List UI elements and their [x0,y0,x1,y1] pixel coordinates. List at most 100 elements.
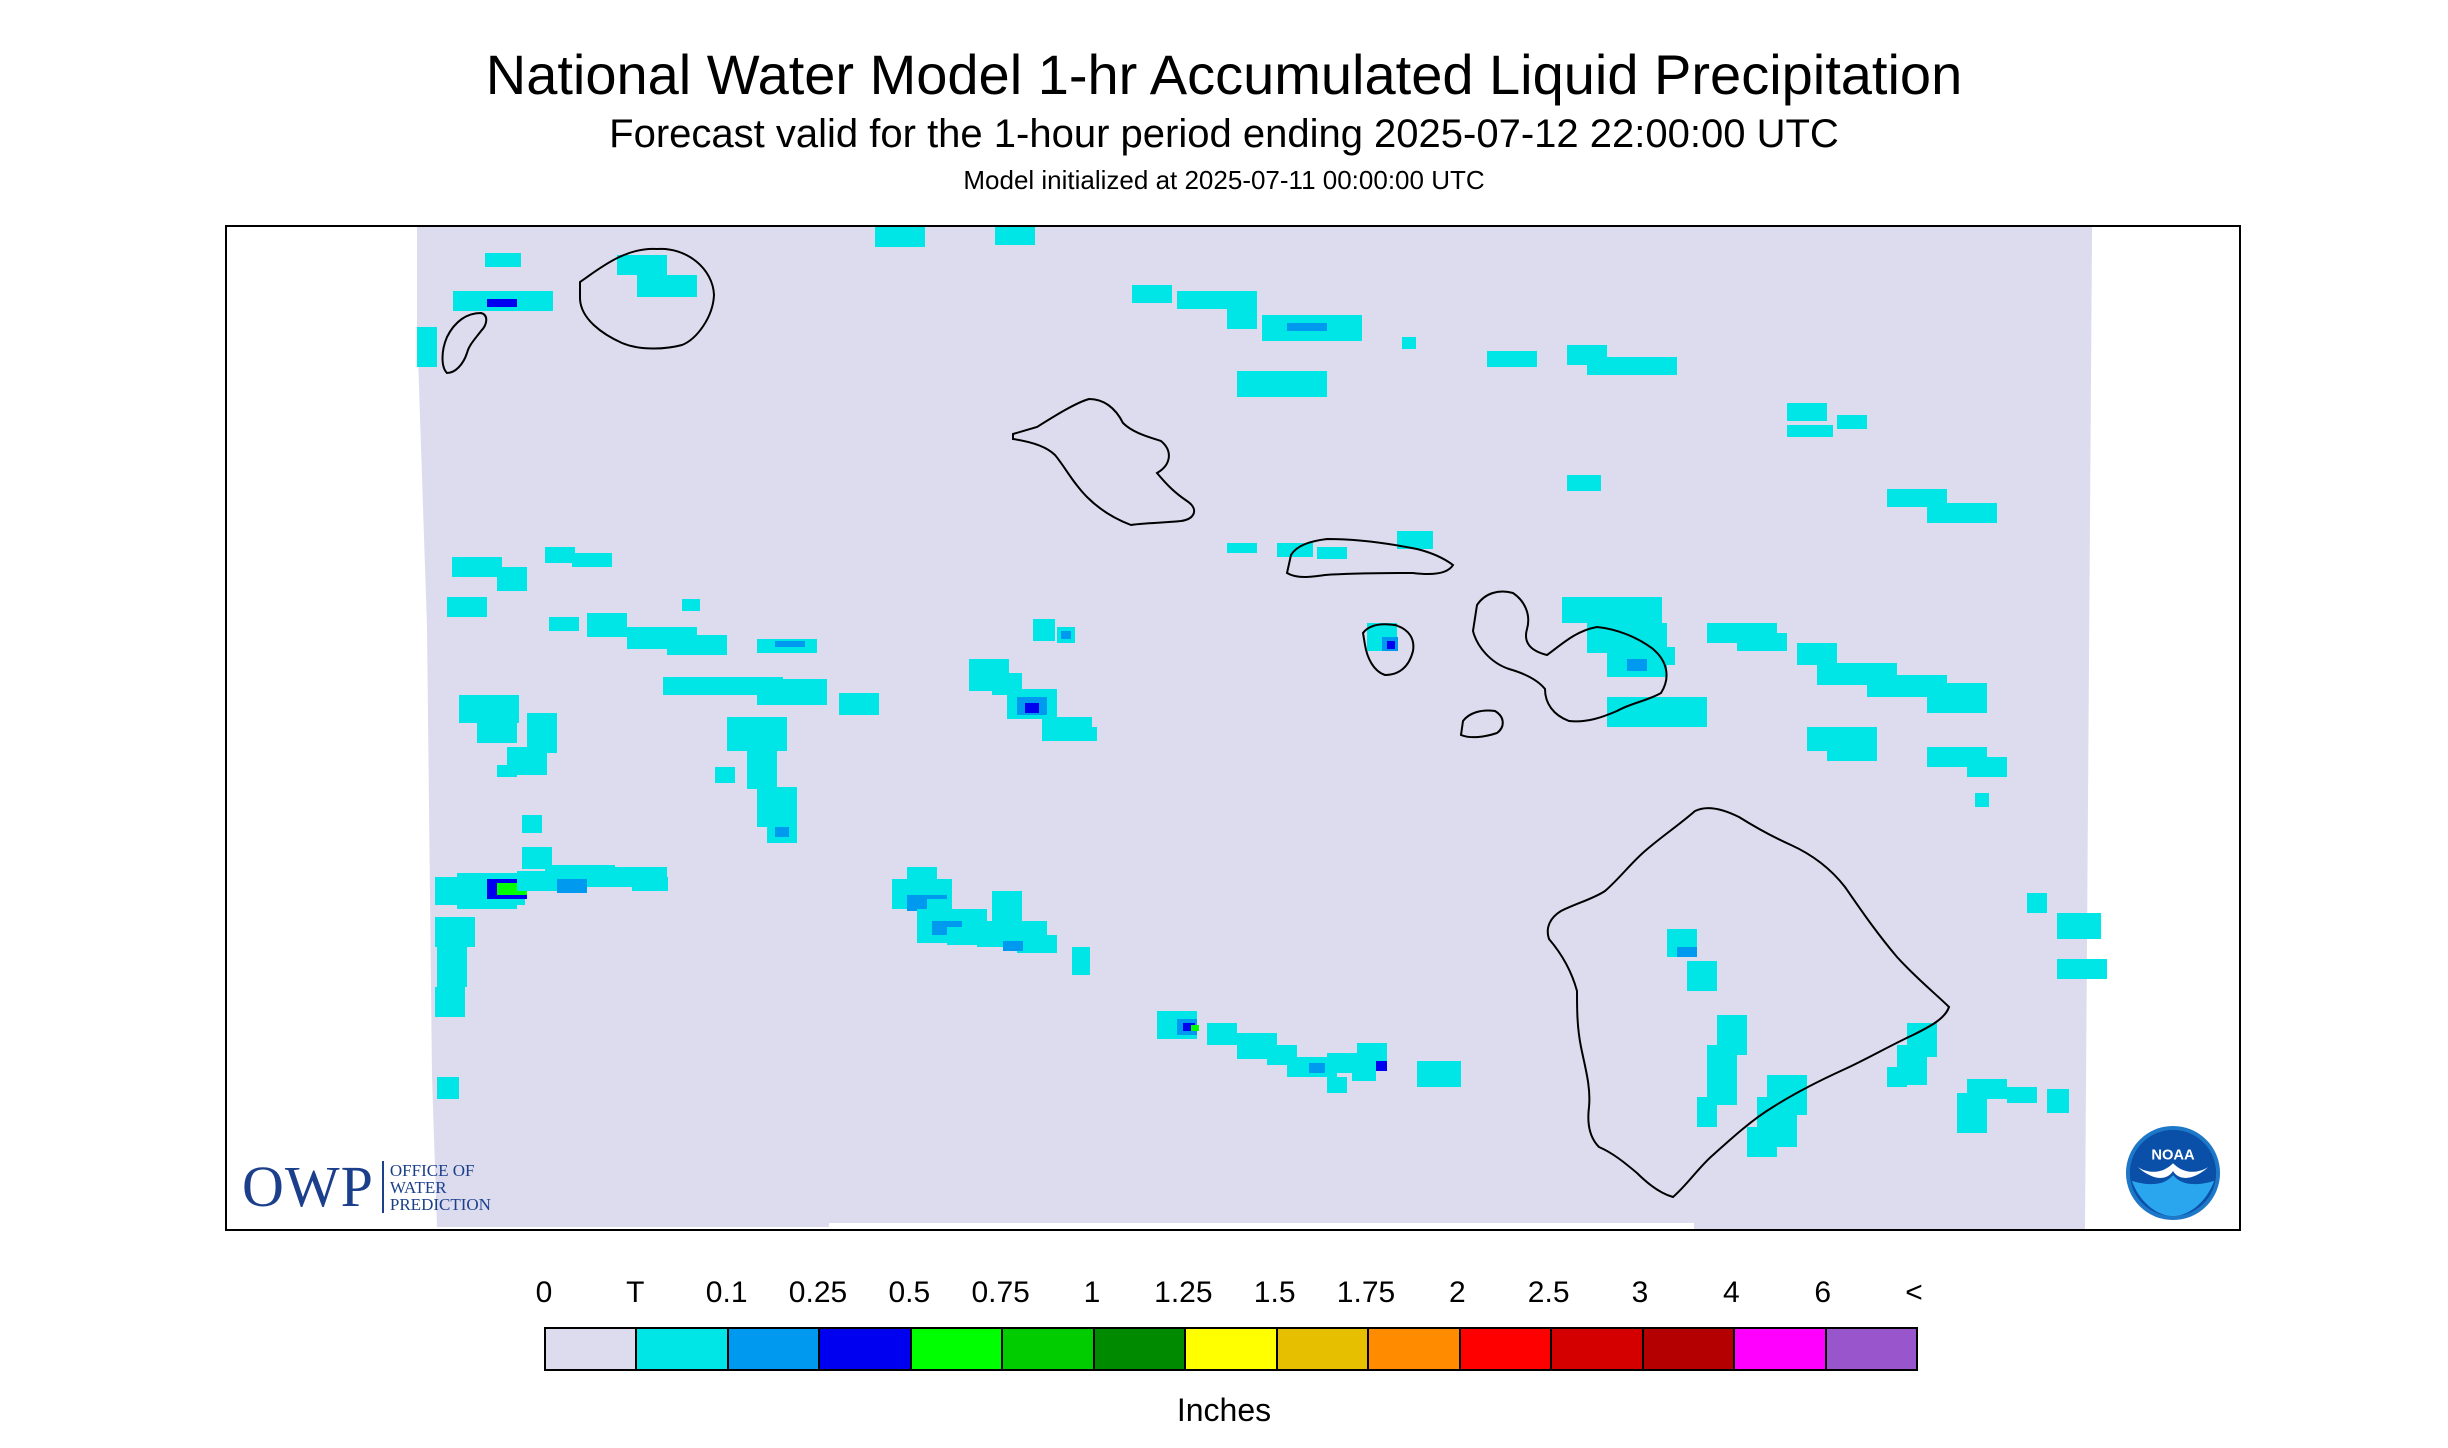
precip-cell [875,227,925,247]
precip-cell [1747,1127,1777,1157]
legend-tick-label: 2.5 [1527,1276,1570,1309]
owp-logo-divider [381,1161,384,1213]
precip-cell [637,275,697,297]
precip-cell [487,299,517,307]
owp-line-3: PREDICTION [389,1194,491,1214]
legend-swatch [820,1329,912,1369]
coastline-kahoolawe [1459,709,1504,739]
precip-cell [757,679,827,705]
precip-cell [1677,947,1697,957]
precip-cell [545,547,575,563]
precip-cell [715,767,735,783]
precip-cell [477,715,517,743]
legend-tick-label: 0.1 [705,1276,748,1309]
coastline-lanai [1361,623,1415,677]
precip-cell [1627,659,1647,671]
precip-cell [1697,1097,1717,1127]
precipitation-cells [417,227,2107,1157]
precip-cell [632,877,668,891]
legend-swatch [1460,1329,1553,1369]
legend-tick-label: < [1905,1276,1923,1309]
model-coverage-area [417,227,2092,1229]
precip-cell [1975,793,1989,807]
precip-cell [663,677,783,695]
coastline-maui [1471,590,1668,723]
legend-tick-label: 1.75 [1336,1276,1396,1309]
legend-swatch [1826,1329,1917,1369]
legend-tick-label: 3 [1631,1276,1649,1309]
precip-cell [1003,941,1023,951]
precip-cell [485,253,521,267]
precip-cell [667,635,727,655]
precip-cell [1387,641,1395,649]
precip-cell [417,327,437,367]
coastline-niihau [441,311,488,375]
map-title: National Water Model 1-hr Accumulated Li… [485,43,1963,106]
precip-cell [549,617,579,631]
precip-cell [1487,351,1537,367]
legend-swatch [1735,1329,1827,1369]
precip-cell [1072,947,1090,975]
precip-cell [587,613,627,637]
precip-cell [992,891,1022,921]
legend-swatch [728,1329,821,1369]
precip-cell [1237,371,1327,397]
legend-swatch [1369,1329,1461,1369]
precip-cell [1887,1067,1907,1087]
precip-cell [1957,1093,1987,1133]
precip-cell [1827,741,1877,761]
map-canvas [417,227,2107,1229]
forecast-valid-subtitle: Forecast valid for the 1-hour period end… [609,112,1839,156]
precipitation-legend-colorbar [544,1327,1918,1371]
legend-tick-label: 6 [1814,1276,1831,1309]
legend-swatch [1003,1329,1095,1369]
precip-cell [1567,475,1601,491]
precip-cell [1797,643,1837,665]
precip-cell [1787,425,1833,437]
precip-cell [1647,647,1675,665]
precip-cell [437,1077,459,1099]
precip-cell [1887,489,1947,507]
precip-cell [1207,1023,1237,1045]
precip-cell [617,255,667,275]
precip-cell [1025,703,1039,713]
precip-cell [839,693,879,715]
precip-cell [437,947,467,987]
precip-cell [1607,697,1707,727]
legend-tick-label: 1 [1083,1276,1101,1309]
precip-cell [2057,959,2107,979]
noaa-seagull-icon: NOAA [2125,1125,2221,1221]
legend-swatch [546,1329,638,1369]
precip-cell [682,599,700,611]
legend-tick-label: 1.5 [1253,1276,1296,1309]
precip-cell [452,557,502,577]
coastline-oahu [1012,397,1196,527]
precip-cell [435,917,475,947]
precip-cell [1707,1045,1737,1105]
legend-tick-label: 0 [535,1276,553,1309]
precip-cell [1787,403,1827,421]
precip-cell [1417,1061,1461,1087]
precip-cell [775,641,805,647]
legend-tick-label: T [626,1276,645,1309]
model-init-line: Model initialized at 2025-07-11 00:00:00… [963,165,1485,195]
legend-swatch [911,1329,1004,1369]
legend-swatch [637,1329,729,1369]
precip-cell [1327,1077,1347,1093]
precip-cell [1737,633,1787,651]
precip-cell [2057,913,2101,939]
precip-cell [2007,1087,2037,1103]
legend-tick-label: 0.25 [788,1276,848,1309]
precip-cell [1061,631,1071,639]
precip-cell [1132,285,1172,303]
precip-cell [1227,543,1257,553]
legend-tick-label: 4 [1722,1276,1740,1309]
precip-cell [1033,619,1055,641]
precip-cell [1183,1023,1195,1031]
precip-cell [1317,547,1347,559]
coastline-hawaii [1546,807,1951,1199]
precip-cell [1191,1025,1199,1031]
precip-cell [1017,935,1057,953]
owp-logo-letters: OWP [242,1154,374,1219]
precip-cell [1067,727,1097,741]
